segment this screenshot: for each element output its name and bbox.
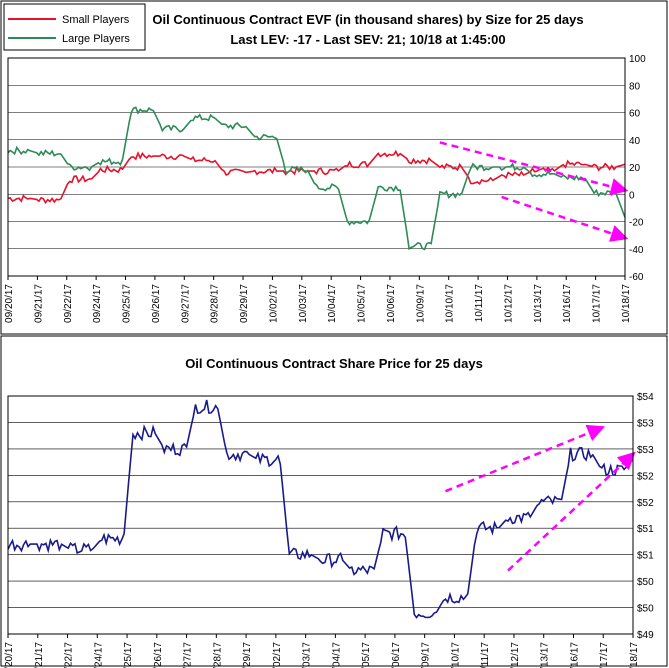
- y-tick-label: 40: [629, 136, 641, 147]
- x-tick-label: 10/17/17: [592, 284, 603, 323]
- x-tick-label: 10/10/17: [450, 642, 461, 668]
- legend-label-large-players: Large Players: [62, 33, 130, 45]
- x-tick-label: 10/12/17: [510, 642, 521, 668]
- trend-arrow: [439, 141, 629, 196]
- x-tick-label: 09/27/17: [180, 284, 191, 323]
- y-tick-label: $49: [637, 630, 654, 641]
- y-tick-label: $51: [637, 524, 654, 535]
- evf-chart-title: Oil Continuous Contract EVF (in thousand…: [152, 12, 583, 27]
- y-tick-label: -40: [629, 245, 644, 256]
- evf-series-group: [7, 106, 626, 251]
- x-tick-label: 09/26/17: [151, 284, 162, 323]
- x-tick-label: 10/03/17: [298, 284, 309, 323]
- evf-chart-subtitle: Last LEV: -17 - Last SEV: 21; 10/18 at 1…: [230, 32, 505, 47]
- x-tick-label: 09/27/17: [183, 642, 194, 668]
- y-tick-label: $52: [637, 471, 654, 482]
- series-line-small-players: [7, 149, 626, 205]
- x-tick-label: 09/24/17: [93, 642, 104, 668]
- x-tick-label: 10/04/17: [327, 284, 338, 323]
- x-tick-label: 09/22/17: [63, 284, 74, 323]
- x-tick-label: 10/10/17: [445, 284, 456, 323]
- price-series-group: [7, 399, 634, 619]
- y-tick-label: 100: [629, 54, 646, 65]
- y-tick-label: $52: [637, 498, 654, 509]
- trend-arrow: [501, 195, 629, 242]
- series-line-large-players: [7, 106, 626, 251]
- x-tick-label: 10/18/17: [629, 642, 640, 668]
- x-tick-label: 10/16/17: [562, 284, 573, 323]
- price-chart: $49$50$50$51$51$52$52$53$53$54 09/20/17 0…: [0, 335, 668, 668]
- y-tick-label: $53: [637, 418, 654, 429]
- y-tick-label: $54: [637, 392, 654, 403]
- x-tick-label: 10/13/17: [533, 284, 544, 323]
- y-tick-label: 60: [629, 109, 641, 120]
- price-chart-title: Oil Continuous Contract Share Price for …: [185, 356, 483, 371]
- price-annotations: [445, 424, 636, 572]
- x-tick-label: 10/12/17: [503, 284, 514, 323]
- x-tick-label: 09/25/17: [122, 284, 133, 323]
- evf-y-axis: -60 -40 -20 0 20 40 60 80 100: [629, 54, 646, 283]
- x-tick-label: 10/13/17: [540, 642, 551, 668]
- y-tick-label: $50: [637, 604, 654, 615]
- x-tick-label: 09/24/17: [92, 284, 103, 323]
- x-tick-label: 10/11/17: [480, 642, 491, 668]
- price-plot-area: [7, 395, 634, 635]
- x-tick-label: 09/21/17: [33, 284, 44, 323]
- x-tick-label: 10/02/17: [268, 284, 279, 323]
- y-tick-label: 0: [629, 190, 635, 201]
- x-tick-label: 10/02/17: [272, 642, 283, 668]
- y-tick-label: $53: [637, 445, 654, 456]
- y-tick-label: $51: [637, 551, 654, 562]
- price-y-axis: $49 $50 $50 $51 $51 $52 $52 $53 $53 $54: [637, 392, 654, 641]
- x-tick-label: 10/05/17: [357, 284, 368, 323]
- x-tick-label: 10/11/17: [474, 284, 485, 323]
- y-tick-label: $50: [637, 577, 654, 588]
- x-tick-label: 10/18/17: [621, 284, 632, 323]
- x-tick-label: 10/09/17: [415, 284, 426, 323]
- x-tick-label: 10/17/17: [599, 642, 610, 668]
- legend-label-small-players: Small Players: [62, 14, 130, 26]
- price-x-axis: 09/20/17 09/21/17 09/22/17 09/24/17 09/25/17…: [4, 634, 640, 668]
- x-tick-label: 09/29/17: [242, 642, 253, 668]
- y-tick-label: -20: [629, 218, 644, 229]
- x-tick-label: 10/06/17: [391, 642, 402, 668]
- x-tick-label: 10/16/17: [569, 642, 580, 668]
- trend-arrow: [507, 451, 636, 572]
- x-tick-label: 09/28/17: [210, 284, 221, 323]
- evf-legend: Small Players Large Players: [3, 3, 146, 51]
- x-tick-label: 10/05/17: [361, 642, 372, 668]
- x-tick-label: 09/22/17: [64, 642, 75, 668]
- trend-arrow: [445, 424, 605, 493]
- y-tick-label: 20: [629, 163, 641, 174]
- y-tick-label: 80: [629, 81, 641, 92]
- price-gridlines: [8, 395, 633, 635]
- y-tick-label: -60: [629, 272, 644, 283]
- price-chart-frame: [0, 335, 668, 667]
- evf-chart-frame: [0, 0, 668, 335]
- evf-x-axis: 09/20/17 09/21/17 09/22/17 09/24/17 09/25/17…: [4, 276, 632, 323]
- x-tick-label: 09/29/17: [239, 284, 250, 323]
- evf-plot-area: [7, 57, 626, 277]
- x-tick-label: 09/28/17: [212, 642, 223, 668]
- x-tick-label: 09/25/17: [123, 642, 134, 668]
- x-tick-label: 09/21/17: [34, 642, 45, 668]
- x-tick-label: 10/09/17: [421, 642, 432, 668]
- series-line-price: [7, 399, 634, 619]
- x-tick-label: 10/06/17: [386, 284, 397, 323]
- x-tick-label: 09/20/17: [4, 284, 15, 323]
- x-tick-label: 09/20/17: [4, 642, 15, 668]
- x-tick-label: 10/03/17: [302, 642, 313, 668]
- evf-annotations: [439, 141, 629, 242]
- evf-legend-box: [3, 3, 146, 51]
- x-tick-label: 09/26/17: [153, 642, 164, 668]
- x-tick-label: 10/04/17: [331, 642, 342, 668]
